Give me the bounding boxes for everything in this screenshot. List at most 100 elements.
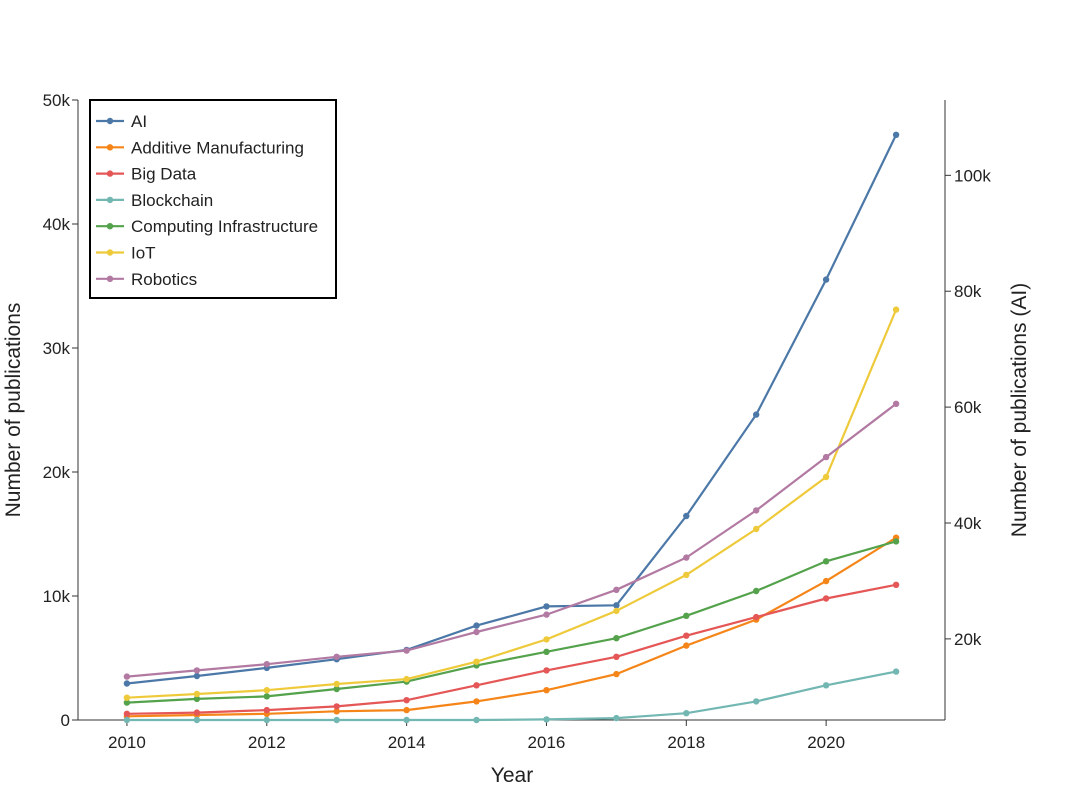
data-point	[473, 682, 480, 689]
data-point	[473, 658, 480, 665]
y-tick-label: 50k	[43, 91, 71, 110]
y2-tick-label: 80k	[954, 282, 982, 301]
data-point	[263, 716, 270, 724]
data-point	[683, 554, 690, 561]
data-point	[193, 690, 201, 698]
series-line-big-data	[126, 583, 897, 715]
data-point	[333, 708, 340, 715]
legend-marker	[106, 223, 114, 230]
data-point	[613, 586, 620, 593]
data-point	[822, 577, 830, 585]
legend-label: Computing Infrastructure	[131, 217, 318, 236]
x-tick-label: 2020	[807, 733, 845, 752]
legend: AI Additive Manufacturing Big Data Blockcha…	[89, 99, 337, 299]
data-point	[333, 680, 340, 688]
data-point	[543, 687, 550, 694]
data-point	[193, 672, 201, 680]
series-robotics	[123, 400, 900, 680]
x-axis-title: Year	[491, 764, 533, 787]
data-point	[822, 453, 830, 461]
y-tick-label: 10k	[43, 587, 71, 606]
data-point	[892, 668, 900, 675]
data-point	[822, 558, 830, 565]
data-point	[403, 697, 410, 704]
data-point	[543, 716, 550, 723]
legend-item: Computing Infrastructure	[96, 217, 318, 236]
data-point	[753, 698, 760, 705]
data-point	[263, 693, 270, 700]
data-point	[123, 699, 131, 706]
data-point	[473, 622, 480, 629]
data-point	[822, 473, 830, 481]
data-point	[613, 714, 620, 722]
data-point	[403, 716, 410, 724]
series-iot	[123, 306, 900, 701]
legend-marker	[106, 196, 114, 204]
x-tick-label: 2014	[388, 733, 426, 752]
data-point	[333, 716, 340, 724]
data-point	[683, 571, 690, 579]
data-point	[753, 525, 760, 533]
series-line-robotics	[126, 402, 897, 678]
data-point	[753, 587, 760, 595]
x-tick-label: 2016	[528, 733, 566, 752]
data-point	[822, 682, 830, 689]
data-point	[753, 507, 760, 514]
data-point	[543, 648, 550, 655]
series-blockchain	[123, 668, 900, 724]
data-point	[683, 612, 690, 619]
data-point	[333, 703, 340, 710]
y2-tick-label: 20k	[954, 630, 982, 649]
y-tick-label: 20k	[43, 463, 71, 482]
legend-marker	[106, 144, 114, 151]
series-big-data	[123, 581, 900, 717]
y-axis-title: Number of publications	[2, 303, 25, 518]
data-point	[892, 538, 900, 545]
legend-label: Big Data	[131, 165, 197, 184]
data-point	[193, 667, 201, 674]
series-computing-infrastructure	[123, 538, 900, 706]
series-line-computing-infrastructure	[126, 540, 897, 704]
axes: 0 10k 20k 30k 40k 50k 20k 40k 60k 80k 100k 2010 2012…	[43, 91, 992, 752]
data-point	[753, 613, 760, 621]
data-point	[193, 709, 201, 716]
data-point	[473, 628, 480, 636]
data-point	[263, 706, 270, 714]
y-tick-label: 0	[61, 711, 70, 730]
x-tick-label: 2018	[667, 733, 705, 752]
data-point	[613, 653, 620, 660]
data-point	[123, 680, 131, 687]
data-point	[683, 632, 690, 639]
data-point	[193, 716, 201, 724]
data-point	[683, 642, 690, 649]
data-point	[333, 685, 340, 693]
y2-tick-label: 100k	[954, 166, 991, 185]
data-point	[543, 611, 550, 618]
y-tick-label: 30k	[43, 339, 71, 358]
data-point	[822, 595, 830, 602]
legend-label: Robotics	[131, 270, 197, 289]
data-point	[263, 687, 270, 694]
x-tick-label: 2010	[108, 733, 146, 752]
data-point	[683, 710, 690, 717]
legend-item: Big Data	[96, 165, 197, 184]
data-point	[543, 667, 550, 674]
data-point	[892, 581, 900, 588]
data-point	[123, 673, 131, 680]
data-point	[683, 512, 690, 520]
data-point	[473, 698, 480, 705]
legend-item: Blockchain	[96, 191, 213, 210]
data-point	[613, 607, 620, 615]
data-point	[193, 695, 201, 703]
data-point	[123, 716, 131, 724]
data-point	[403, 675, 410, 683]
data-point	[403, 706, 410, 714]
legend-label: AI	[131, 112, 147, 131]
legend-box	[89, 99, 337, 299]
data-point	[613, 670, 620, 678]
data-point	[403, 647, 410, 654]
legend-item: IoT	[96, 244, 156, 263]
legend-label: Blockchain	[131, 191, 213, 210]
data-point	[543, 636, 550, 643]
